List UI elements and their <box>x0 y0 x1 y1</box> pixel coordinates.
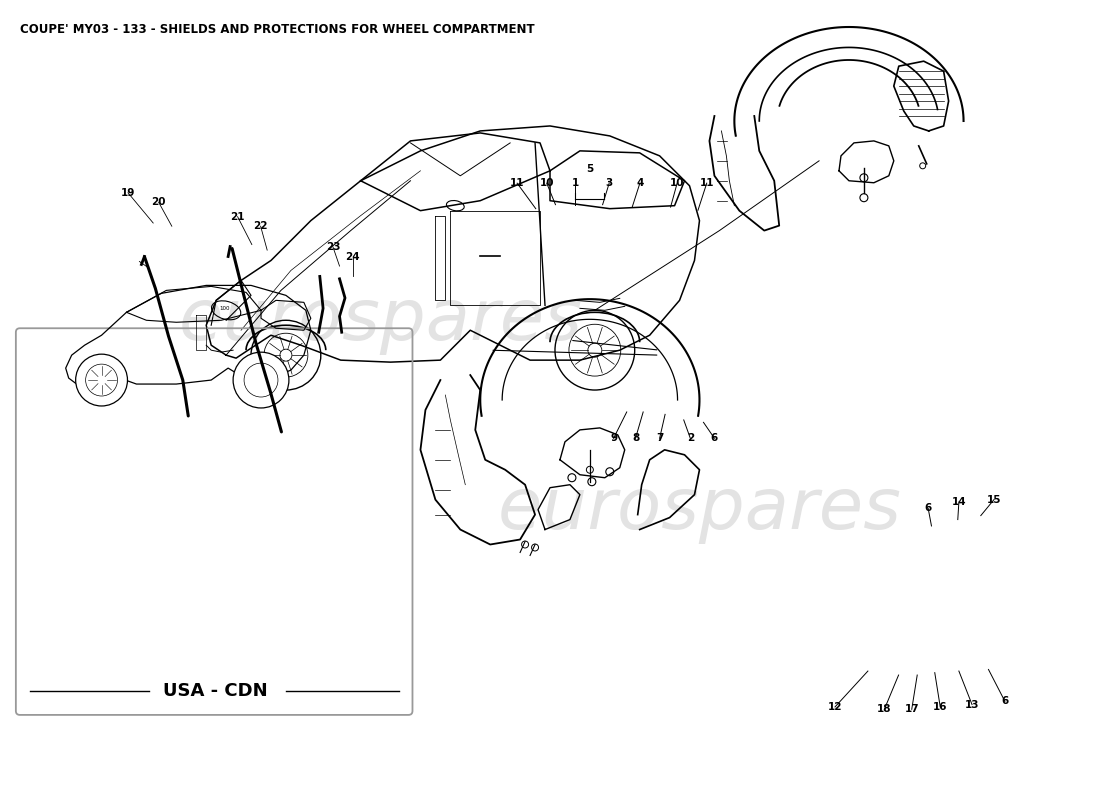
Text: 5: 5 <box>586 164 593 174</box>
Text: 15: 15 <box>987 494 1001 505</box>
Text: 4: 4 <box>636 178 644 188</box>
Text: 19: 19 <box>121 188 135 198</box>
Text: 9: 9 <box>610 434 617 443</box>
Text: 14: 14 <box>952 497 966 507</box>
Text: 11: 11 <box>700 178 714 188</box>
Text: 10: 10 <box>539 178 554 188</box>
Circle shape <box>76 354 128 406</box>
Text: 10: 10 <box>670 178 684 188</box>
Circle shape <box>279 349 292 361</box>
Text: 8: 8 <box>631 434 639 443</box>
Text: 11: 11 <box>510 178 525 188</box>
Text: 1: 1 <box>572 178 579 188</box>
Text: 6: 6 <box>711 434 718 443</box>
Text: 13: 13 <box>965 699 979 710</box>
Circle shape <box>587 343 602 357</box>
Circle shape <box>233 352 289 408</box>
Text: 6: 6 <box>925 503 932 514</box>
Text: eurospares: eurospares <box>497 475 901 544</box>
Text: 23: 23 <box>326 242 340 252</box>
Text: 22: 22 <box>253 222 268 231</box>
Text: 12: 12 <box>828 702 843 712</box>
Text: 6: 6 <box>1001 696 1009 706</box>
Text: eurospares: eurospares <box>178 286 583 354</box>
Text: 24: 24 <box>345 251 360 262</box>
Text: 2: 2 <box>686 434 694 443</box>
Text: COUPE' MY03 - 133 - SHIELDS AND PROTECTIONS FOR WHEEL COMPARTMENT: COUPE' MY03 - 133 - SHIELDS AND PROTECTI… <box>20 23 535 36</box>
Text: 100: 100 <box>219 306 230 311</box>
Text: USA - CDN: USA - CDN <box>163 682 267 700</box>
Text: 16: 16 <box>933 702 947 712</box>
Text: 17: 17 <box>904 704 920 714</box>
Text: 21: 21 <box>230 212 245 222</box>
Text: 3: 3 <box>606 178 613 188</box>
Text: 7: 7 <box>656 434 663 443</box>
Text: 18: 18 <box>877 704 892 714</box>
Text: 20: 20 <box>152 198 166 207</box>
